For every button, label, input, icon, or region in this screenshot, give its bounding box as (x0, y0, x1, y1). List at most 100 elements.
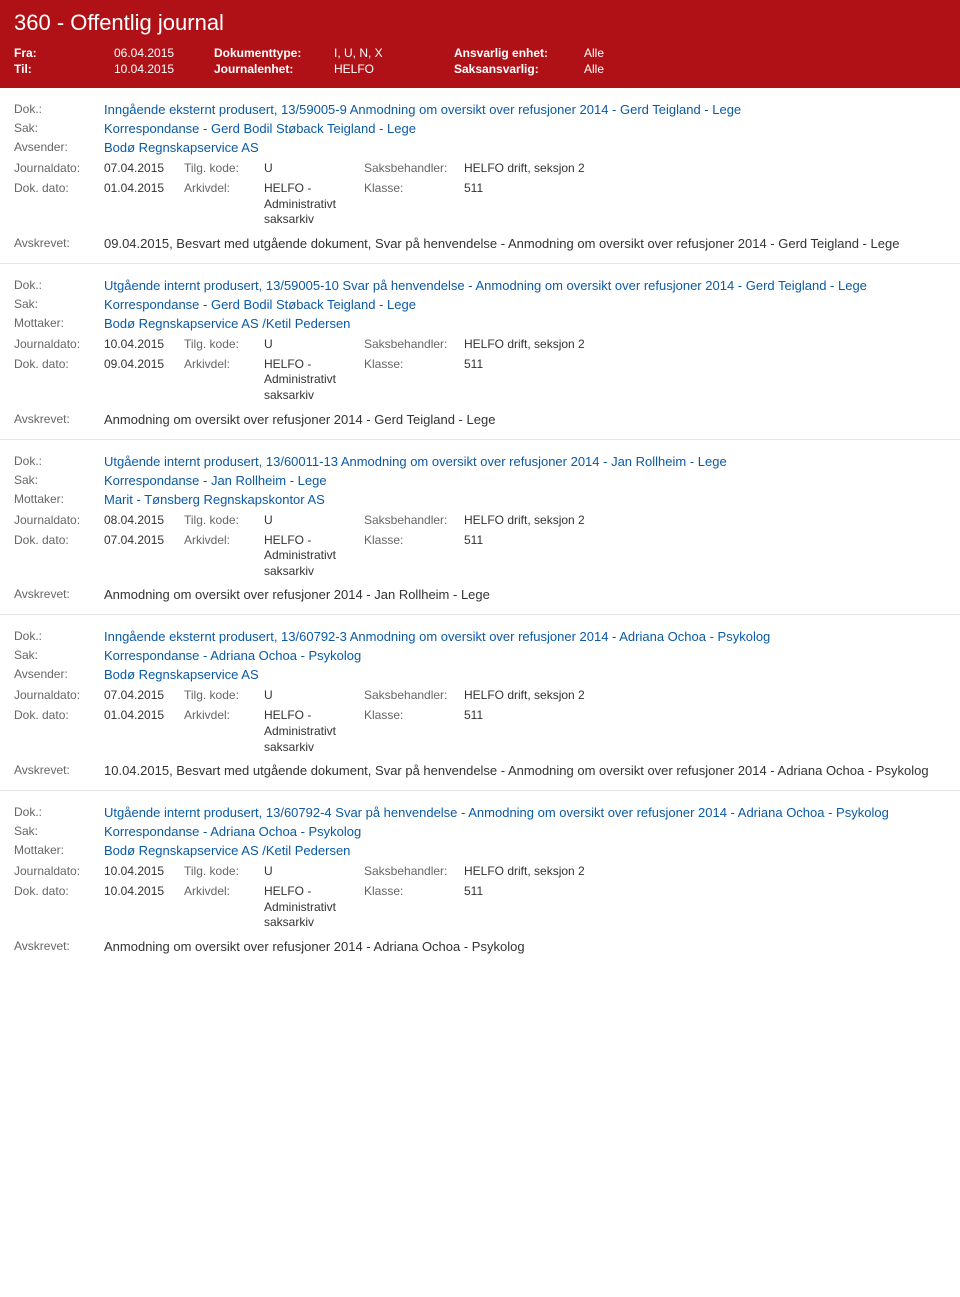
header-row-1: Fra: 06.04.2015 Dokumenttype: I, U, N, X… (14, 46, 946, 60)
party-label: Avsender: (14, 140, 104, 155)
dok-value: Utgående internt produsert, 13/60792-4 S… (104, 805, 946, 820)
dok-value: Inngående eksternt produsert, 13/60792-3… (104, 629, 946, 644)
klasse-value: 511 (464, 357, 946, 371)
klasse-label: Klasse: (364, 708, 464, 722)
dokdato-value: 01.04.2015 (104, 708, 184, 722)
avskrevet-label: Avskrevet: (14, 587, 104, 602)
entries-container: Dok.: Inngående eksternt produsert, 13/5… (0, 88, 960, 966)
arkivdel-label: Arkivdel: (184, 357, 264, 371)
dok-value: Utgående internt produsert, 13/60011-13 … (104, 454, 946, 469)
saksansv-label: Saksansvarlig: (454, 62, 584, 76)
tilgkode-value: U (264, 513, 364, 527)
page-header: 360 - Offentlig journal Fra: 06.04.2015 … (0, 0, 960, 88)
klasse-value: 511 (464, 181, 946, 195)
tilgkode-label: Tilg. kode: (184, 513, 264, 527)
arkivdel-value: HELFO - Administrativt saksarkiv (264, 181, 364, 228)
klasse-value: 511 (464, 533, 946, 547)
klasse-label: Klasse: (364, 357, 464, 371)
dok-label: Dok.: (14, 805, 104, 820)
til-value: 10.04.2015 (114, 62, 214, 76)
arkivdel-label: Arkivdel: (184, 884, 264, 898)
dok-label: Dok.: (14, 629, 104, 644)
tilgkode-value: U (264, 864, 364, 878)
jenhet-label: Journalenhet: (214, 62, 334, 76)
doktype-label: Dokumenttype: (214, 46, 334, 60)
journaldato-value: 07.04.2015 (104, 688, 184, 702)
arkivdel-label: Arkivdel: (184, 181, 264, 195)
avskrevet-value: Anmodning om oversikt over refusjoner 20… (104, 939, 946, 954)
dok-value: Inngående eksternt produsert, 13/59005-9… (104, 102, 946, 117)
dokdato-label: Dok. dato: (14, 533, 104, 547)
saksbehandler-label: Saksbehandler: (364, 337, 464, 351)
ansvarlig-value: Alle (584, 46, 664, 60)
sak-value: Korrespondanse - Gerd Bodil Støback Teig… (104, 121, 946, 136)
ansvarlig-label: Ansvarlig enhet: (454, 46, 584, 60)
sak-label: Sak: (14, 121, 104, 136)
journaldato-label: Journaldato: (14, 161, 104, 175)
sak-value: Korrespondanse - Jan Rollheim - Lege (104, 473, 946, 488)
sak-label: Sak: (14, 297, 104, 312)
party-value: Bodø Regnskapservice AS /Ketil Pedersen (104, 316, 946, 331)
saksbehandler-value: HELFO drift, seksjon 2 (464, 688, 946, 702)
tilgkode-value: U (264, 688, 364, 702)
journaldato-label: Journaldato: (14, 688, 104, 702)
saksansv-value: Alle (584, 62, 664, 76)
dokdato-label: Dok. dato: (14, 181, 104, 195)
arkivdel-value: HELFO - Administrativt saksarkiv (264, 884, 364, 931)
tilgkode-label: Tilg. kode: (184, 161, 264, 175)
header-row-2: Til: 10.04.2015 Journalenhet: HELFO Saks… (14, 62, 946, 76)
saksbehandler-value: HELFO drift, seksjon 2 (464, 337, 946, 351)
sak-value: Korrespondanse - Adriana Ochoa - Psykolo… (104, 824, 946, 839)
party-label: Mottaker: (14, 843, 104, 858)
journal-entry: Dok.: Inngående eksternt produsert, 13/5… (0, 88, 960, 263)
dok-value: Utgående internt produsert, 13/59005-10 … (104, 278, 946, 293)
dok-label: Dok.: (14, 102, 104, 117)
klasse-label: Klasse: (364, 181, 464, 195)
saksbehandler-value: HELFO drift, seksjon 2 (464, 161, 946, 175)
party-value: Bodø Regnskapservice AS (104, 140, 946, 155)
party-label: Mottaker: (14, 492, 104, 507)
avskrevet-label: Avskrevet: (14, 412, 104, 427)
doktype-value: I, U, N, X (334, 46, 454, 60)
fra-label: Fra: (14, 46, 114, 60)
klasse-label: Klasse: (364, 533, 464, 547)
sak-label: Sak: (14, 473, 104, 488)
dokdato-value: 10.04.2015 (104, 884, 184, 898)
journaldato-value: 07.04.2015 (104, 161, 184, 175)
tilgkode-value: U (264, 337, 364, 351)
party-label: Avsender: (14, 667, 104, 682)
saksbehandler-label: Saksbehandler: (364, 688, 464, 702)
party-value: Marit - Tønsberg Regnskapskontor AS (104, 492, 946, 507)
dokdato-label: Dok. dato: (14, 884, 104, 898)
avskrevet-label: Avskrevet: (14, 236, 104, 251)
tilgkode-label: Tilg. kode: (184, 688, 264, 702)
journaldato-value: 10.04.2015 (104, 864, 184, 878)
til-label: Til: (14, 62, 114, 76)
dokdato-value: 01.04.2015 (104, 181, 184, 195)
arkivdel-value: HELFO - Administrativt saksarkiv (264, 708, 364, 755)
journal-entry: Dok.: Utgående internt produsert, 13/600… (0, 439, 960, 615)
dokdato-value: 07.04.2015 (104, 533, 184, 547)
journaldato-value: 08.04.2015 (104, 513, 184, 527)
klasse-label: Klasse: (364, 884, 464, 898)
dokdato-value: 09.04.2015 (104, 357, 184, 371)
sak-label: Sak: (14, 824, 104, 839)
jenhet-value: HELFO (334, 62, 454, 76)
party-label: Mottaker: (14, 316, 104, 331)
party-value: Bodø Regnskapservice AS (104, 667, 946, 682)
dokdato-label: Dok. dato: (14, 357, 104, 371)
tilgkode-label: Tilg. kode: (184, 337, 264, 351)
journal-entry: Dok.: Inngående eksternt produsert, 13/6… (0, 614, 960, 790)
journaldato-label: Journaldato: (14, 337, 104, 351)
arkivdel-label: Arkivdel: (184, 533, 264, 547)
dok-label: Dok.: (14, 278, 104, 293)
page-title: 360 - Offentlig journal (14, 10, 946, 36)
sak-value: Korrespondanse - Adriana Ochoa - Psykolo… (104, 648, 946, 663)
tilgkode-value: U (264, 161, 364, 175)
party-value: Bodø Regnskapservice AS /Ketil Pedersen (104, 843, 946, 858)
sak-value: Korrespondanse - Gerd Bodil Støback Teig… (104, 297, 946, 312)
journaldato-value: 10.04.2015 (104, 337, 184, 351)
klasse-value: 511 (464, 884, 946, 898)
fra-value: 06.04.2015 (114, 46, 214, 60)
sak-label: Sak: (14, 648, 104, 663)
